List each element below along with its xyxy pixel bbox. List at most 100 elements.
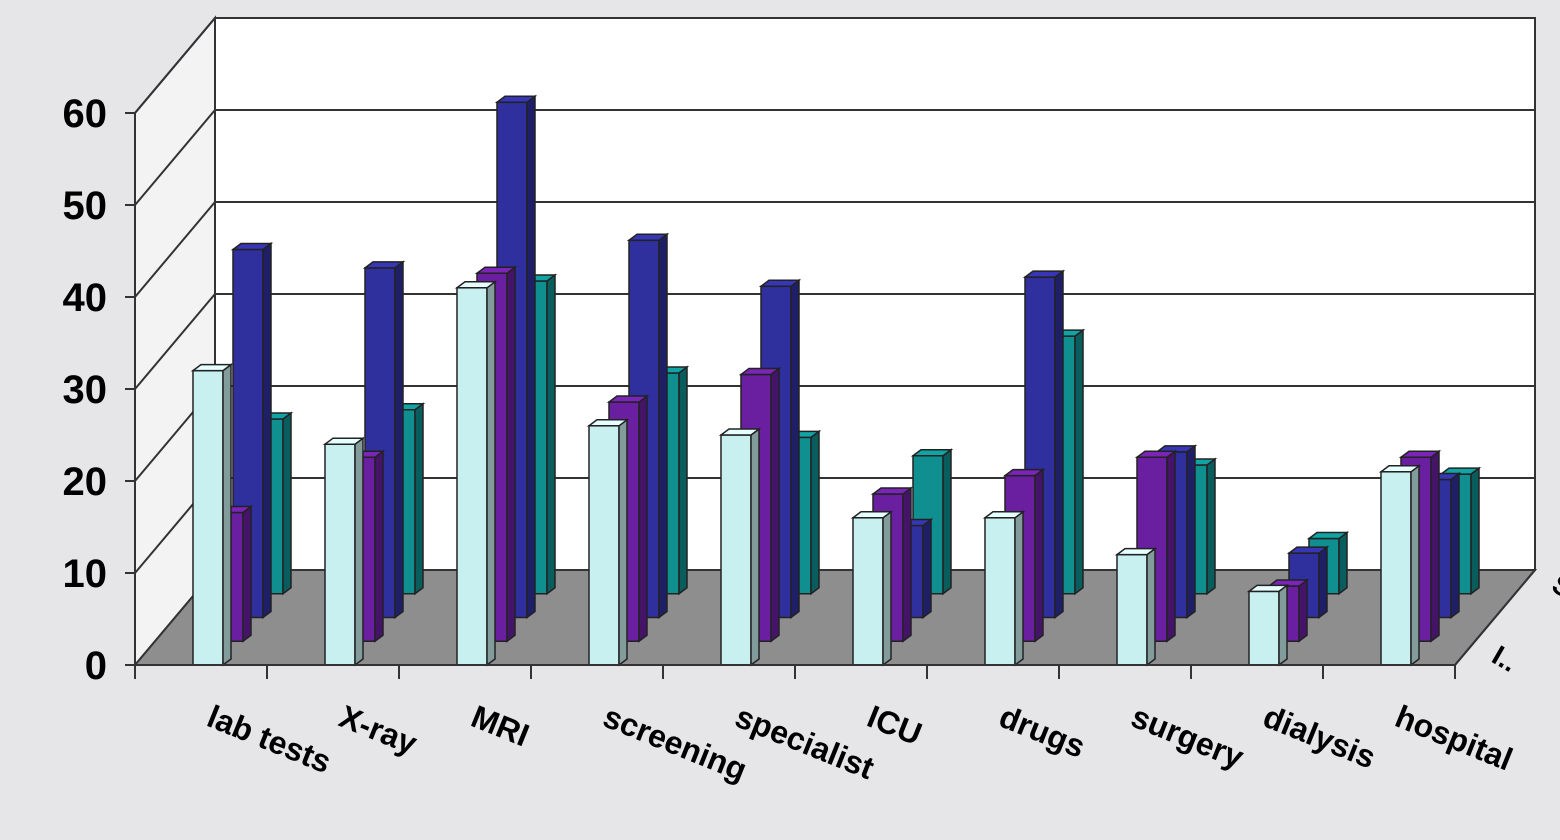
bar-side-face: [1278, 583, 1288, 667]
bars: [190, 94, 1482, 667]
bar-top-face: [1022, 270, 1066, 278]
y-tick-label: 20: [63, 460, 108, 504]
bar-side-face: [394, 260, 404, 619]
bar-top-face: [738, 367, 782, 376]
bar-side-face: [506, 265, 516, 643]
bar-top-face: [1398, 450, 1442, 458]
bar-top-face: [758, 279, 802, 288]
bar-top-face: [1378, 465, 1422, 473]
bar-front-face: [852, 517, 884, 666]
gridline: [134, 293, 1535, 390]
bar-side-face: [1074, 328, 1084, 596]
bar-top-face: [718, 428, 762, 436]
bar: [850, 510, 894, 667]
x-tick-label: screening: [598, 698, 752, 788]
x-tick-label: lab tests: [202, 698, 336, 780]
bar-top-face: [474, 266, 518, 274]
bar-side-face: [1014, 510, 1024, 667]
bar: [454, 280, 498, 667]
bar-side-face: [414, 402, 424, 596]
y-tick-label: 40: [63, 276, 108, 320]
bar-top-face: [606, 395, 650, 403]
bar-side-face: [1338, 531, 1348, 596]
bar-side-face: [810, 429, 820, 596]
bar-top-face: [1266, 579, 1310, 587]
bar-side-face: [942, 448, 952, 596]
bar-side-face: [262, 242, 272, 619]
bar-side-face: [1166, 449, 1176, 643]
bar-side-face: [922, 518, 932, 619]
x-tick-label: specialist: [730, 698, 879, 786]
bar-top-face: [870, 487, 914, 495]
bar: [322, 436, 366, 667]
bar: [1378, 464, 1422, 667]
y-tick-label: 60: [63, 92, 108, 136]
bar-side-face: [1146, 547, 1156, 667]
bar-top-face: [850, 511, 894, 519]
bar-side-face: [750, 427, 760, 667]
bar-front-face: [588, 425, 620, 666]
gridline: [134, 109, 1535, 206]
y-tick-label: 0: [85, 644, 107, 688]
x-tick-label: X-ray: [334, 698, 422, 761]
bar-side-face: [618, 418, 628, 667]
bar-side-face: [526, 94, 536, 619]
bar-top-face: [230, 242, 274, 251]
bar-side-face: [282, 411, 292, 596]
bar: [1114, 547, 1158, 667]
bar-front-face: [456, 287, 488, 666]
y-tick-label: 10: [63, 552, 108, 596]
bar-top-face: [910, 449, 954, 457]
bar-side-face: [638, 394, 648, 643]
x-tick-label: MRI: [466, 698, 534, 753]
bar-top-face: [1154, 445, 1198, 453]
bar: [586, 418, 630, 667]
bar-side-face: [1450, 472, 1460, 619]
series-label: I..: [1487, 639, 1523, 678]
bar-front-face: [1116, 553, 1148, 666]
bar: [190, 363, 234, 667]
bar-side-face: [1034, 468, 1044, 643]
bar-side-face: [882, 510, 892, 667]
bar-side-face: [1470, 466, 1480, 596]
x-tick-label: drugs: [994, 698, 1090, 765]
axes: [125, 112, 1536, 679]
bar-side-face: [222, 363, 232, 667]
bar-top-face: [362, 261, 406, 269]
bar-top-face: [322, 437, 366, 445]
bar-side-face: [546, 273, 556, 596]
bar-top-face: [626, 233, 670, 242]
bar-front-face: [324, 443, 356, 666]
bar: [718, 427, 762, 667]
bar-front-face: [720, 434, 752, 666]
y-tick-label: 30: [63, 368, 108, 412]
y-tick-label: 50: [63, 184, 108, 228]
bar-top-face: [1306, 531, 1350, 540]
bar-side-face: [678, 365, 688, 596]
x-tick-label: hospital: [1390, 698, 1517, 777]
bar-top-face: [982, 511, 1026, 519]
bar-side-face: [1186, 444, 1196, 619]
x-tick-label: ICU: [862, 698, 927, 752]
bar-side-face: [1206, 457, 1216, 596]
bar-front-face: [1248, 590, 1280, 666]
bar-top-face: [1114, 547, 1158, 556]
bar-side-face: [486, 280, 496, 667]
bar-top-face: [1134, 450, 1178, 458]
series-label: S..: [1547, 568, 1560, 612]
bar-top-face: [1246, 584, 1290, 593]
bar-side-face: [790, 278, 800, 619]
x-tick-label: dialysis: [1258, 698, 1380, 775]
bar-front-face: [984, 517, 1016, 666]
bar-top-face: [454, 281, 498, 289]
bar-top-face: [1002, 468, 1046, 477]
gridline: [134, 17, 1535, 114]
bar-side-face: [242, 504, 252, 643]
gridline: [134, 201, 1535, 298]
bar: [1246, 583, 1290, 667]
bar-side-face: [1318, 545, 1328, 619]
bar-front-face: [1380, 471, 1412, 666]
bar: [982, 510, 1026, 667]
depth-axis-line: [1454, 569, 1536, 666]
